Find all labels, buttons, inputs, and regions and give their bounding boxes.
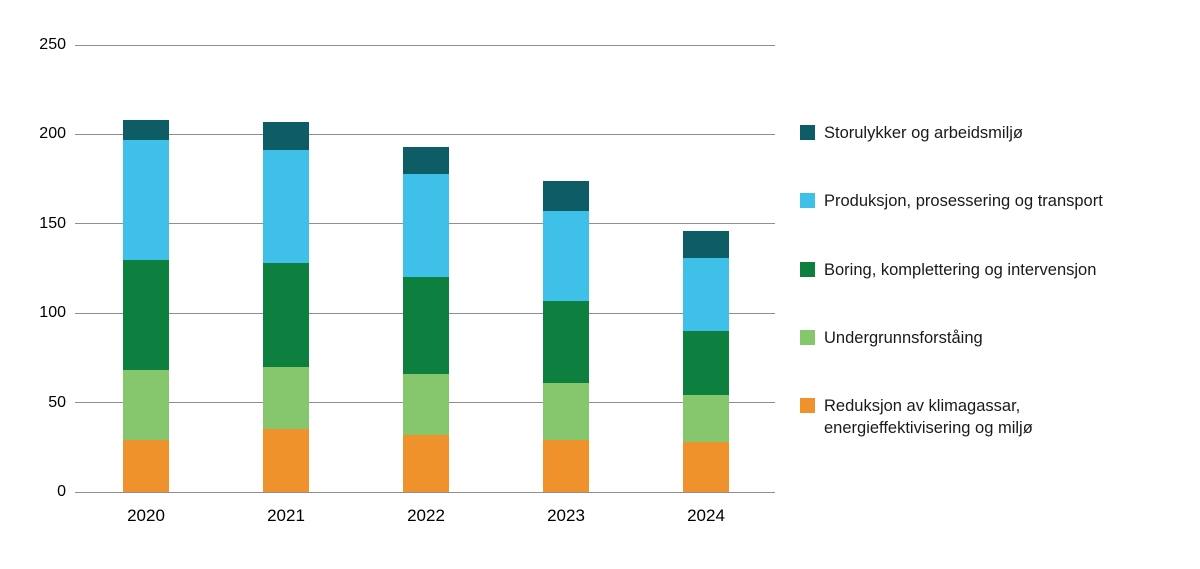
- legend-label: Produksjon, prosessering og transport: [824, 192, 1103, 211]
- legend-label: Storulykker og arbeidsmiljø: [824, 124, 1023, 142]
- bar-segment-2022-series-0: [403, 434, 449, 492]
- legend-swatch-icon: [800, 398, 815, 414]
- bar-segment-2023-series-2: [543, 300, 589, 383]
- legend-label: Reduksjon av klimagassar, energieffektiv…: [824, 397, 1033, 438]
- bar-segment-2020-series-2: [123, 259, 169, 371]
- x-tick-label-2022: 2022: [407, 506, 445, 525]
- bar-segment-2022-series-2: [403, 277, 449, 374]
- bar-segment-2021-series-1: [263, 366, 309, 430]
- bar-segment-2021-series-0: [263, 429, 309, 492]
- x-tick-label-2021: 2021: [267, 506, 305, 525]
- y-tick-label-0: 0: [57, 483, 66, 500]
- legend-item: Boring, komplettering og intervensjon: [800, 259, 1190, 281]
- x-tick-label-2024: 2024: [687, 506, 725, 525]
- bar-segment-2020-series-1: [123, 370, 169, 441]
- gridline-y-200: [75, 133, 775, 135]
- y-tick-label-100: 100: [39, 304, 66, 322]
- x-tick-label-2020: 2020: [127, 506, 165, 525]
- bar-stack-2024: [683, 230, 729, 492]
- chart-legend: Storulykker og arbeidsmiljø Produksjon, p…: [800, 122, 1190, 486]
- legend-item: Undergrunnsforståing: [800, 327, 1190, 349]
- gridline-y-0: [75, 491, 775, 493]
- bar-stack-2023: [543, 180, 589, 492]
- bar-segment-2024-series-2: [683, 331, 729, 396]
- bar-stack-2021: [263, 121, 309, 492]
- legend-item: Storulykker og arbeidsmiljø: [800, 122, 1190, 144]
- bar-segment-2021-series-3: [263, 150, 309, 264]
- y-tick-label-150: 150: [39, 214, 66, 232]
- bar-segment-2023-series-3: [543, 211, 589, 301]
- legend-label: Undergrunnsforståing: [824, 328, 983, 347]
- bar-stack-2022: [403, 146, 449, 492]
- bar-segment-2023-series-1: [543, 382, 589, 441]
- bar-segment-2022-series-1: [403, 373, 449, 435]
- bar-segment-2020-series-3: [123, 139, 169, 260]
- legend-swatch-icon: [800, 125, 815, 140]
- bar-segment-2023-series-0: [543, 440, 589, 492]
- bar-segment-2021-series-4: [263, 121, 309, 151]
- legend-label: Boring, komplettering og intervensjon: [824, 260, 1097, 279]
- legend-swatch-icon: [800, 193, 815, 209]
- bar-segment-2024-series-3: [683, 257, 729, 332]
- y-tick-label-200: 200: [39, 125, 66, 143]
- x-tick-label-2023: 2023: [547, 506, 585, 525]
- plot-area: 0 50 100 150 200 250 2020 2021 2022 2023 2024: [39, 36, 775, 525]
- y-tick-label-50: 50: [48, 393, 66, 411]
- bar-segment-2024-series-4: [683, 230, 729, 258]
- legend-item: Reduksjon av klimagassar, energieffektiv…: [800, 395, 1190, 440]
- bar-segment-2022-series-3: [403, 173, 449, 278]
- bar-segment-2021-series-2: [263, 263, 309, 367]
- bar-segment-2023-series-4: [543, 180, 589, 212]
- y-tick-label-250: 250: [39, 36, 66, 53]
- bar-stack-2020: [123, 120, 169, 492]
- bar-segment-2020-series-4: [123, 120, 169, 140]
- legend-swatch-icon: [800, 329, 815, 345]
- bar-segment-2022-series-4: [403, 146, 449, 174]
- bar-segment-2024-series-0: [683, 441, 729, 492]
- gridline-y-250: [75, 44, 775, 46]
- legend-swatch-icon: [800, 261, 815, 277]
- bar-segment-2020-series-0: [123, 440, 169, 492]
- legend-item: Produksjon, prosessering og transport: [800, 190, 1190, 212]
- bar-segment-2024-series-1: [683, 395, 729, 442]
